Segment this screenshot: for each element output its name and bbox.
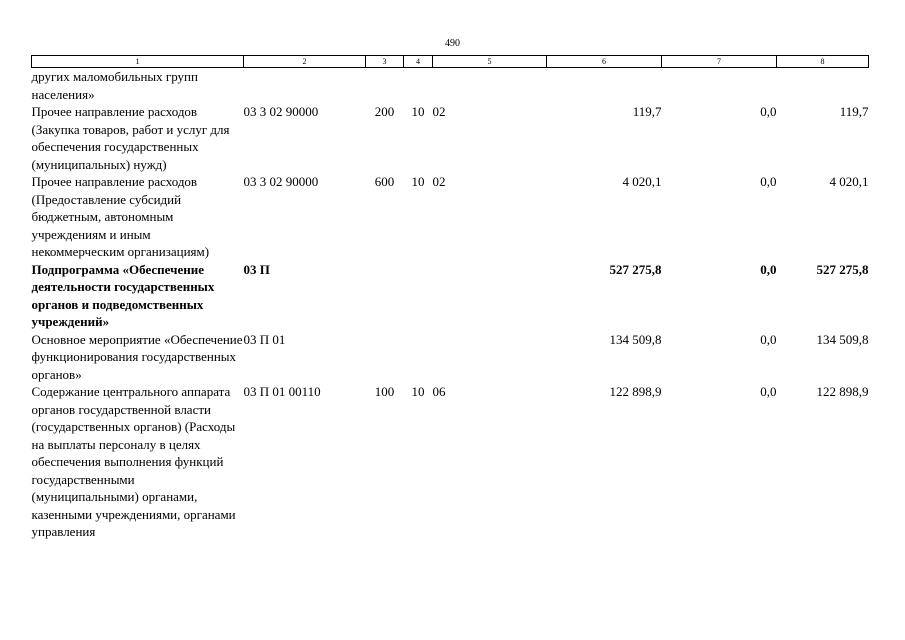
row-vr: 200 <box>374 104 395 119</box>
row-code: 03 П 01 00110 <box>243 384 321 399</box>
row-vr: 600 <box>374 174 395 189</box>
row-col8: 134 509,8 <box>816 331 869 347</box>
row-col7: 0,0 <box>760 331 777 347</box>
row-pr: 02 <box>432 104 446 119</box>
row-pr: 02 <box>432 174 446 189</box>
row-col6: 122 898,9 <box>609 384 662 399</box>
row-code: 03 П <box>243 261 270 277</box>
budget-table: 1 2 3 4 5 6 7 8 других маломобильных гру… <box>31 55 869 541</box>
row-rz: 10 <box>411 104 425 119</box>
row-rz: 10 <box>411 174 425 189</box>
row-name: Содержание центрального аппарата органов… <box>31 384 236 539</box>
row-rz <box>404 261 433 331</box>
row-code: 03 П 01 <box>243 331 286 347</box>
row-pr <box>433 331 547 384</box>
row-name: Прочее направление расходов (Предоставле… <box>31 174 210 259</box>
row-code <box>244 68 366 104</box>
row-pr <box>433 261 547 331</box>
table-row-subprogram: Подпрограмма «Обеспечение деятельности г… <box>32 261 869 331</box>
row-col6: 134 509,8 <box>609 331 662 347</box>
row-vr: 100 <box>374 384 395 399</box>
row-name: других маломобильных групп населения» <box>31 69 198 102</box>
row-col7 <box>662 68 777 104</box>
row-pr <box>433 68 547 104</box>
table-row: Содержание центрального аппарата органов… <box>32 383 869 541</box>
column-header: 1 <box>31 55 244 68</box>
table-row: других маломобильных групп населения» <box>32 68 869 104</box>
row-name: Прочее направление расходов (Закупка тов… <box>31 104 230 172</box>
column-header: 4 <box>403 55 433 68</box>
row-col8: 119,7 <box>839 104 869 119</box>
row-col6: 527 275,8 <box>609 261 662 277</box>
table-row: Основное мероприятие «Обеспечение функци… <box>32 331 869 384</box>
column-header: 2 <box>243 55 366 68</box>
row-col8: 4 020,1 <box>829 174 869 189</box>
table-row: Прочее направление расходов (Предоставле… <box>32 173 869 261</box>
row-col6: 4 020,1 <box>622 174 662 189</box>
column-header: 6 <box>546 55 662 68</box>
row-col8 <box>777 68 869 104</box>
column-header: 3 <box>365 55 404 68</box>
row-col7: 0,0 <box>760 261 777 277</box>
row-col7: 0,0 <box>760 104 777 119</box>
row-rz: 10 <box>411 384 425 399</box>
row-col8: 122 898,9 <box>816 384 869 399</box>
column-header: 5 <box>432 55 547 68</box>
table-row: Прочее направление расходов (Закупка тов… <box>32 103 869 173</box>
row-name: Подпрограмма «Обеспечение деятельности г… <box>31 261 215 330</box>
row-rz <box>404 331 433 384</box>
row-name: Основное мероприятие «Обеспечение функци… <box>31 331 243 382</box>
row-vr <box>366 68 404 104</box>
row-vr <box>366 331 404 384</box>
row-code: 03 3 02 90000 <box>243 104 319 119</box>
row-col7: 0,0 <box>760 174 777 189</box>
row-col8: 527 275,8 <box>816 261 869 277</box>
row-vr <box>366 261 404 331</box>
row-rz <box>404 68 433 104</box>
row-col6 <box>547 68 662 104</box>
column-header: 8 <box>776 55 869 68</box>
column-header: 7 <box>661 55 777 68</box>
row-col6: 119,7 <box>632 104 662 119</box>
row-col7: 0,0 <box>760 384 777 399</box>
page-number: 490 <box>445 38 460 49</box>
row-pr: 06 <box>432 384 446 399</box>
header-row: 1 2 3 4 5 6 7 8 <box>31 55 869 68</box>
row-code: 03 3 02 90000 <box>243 174 319 189</box>
